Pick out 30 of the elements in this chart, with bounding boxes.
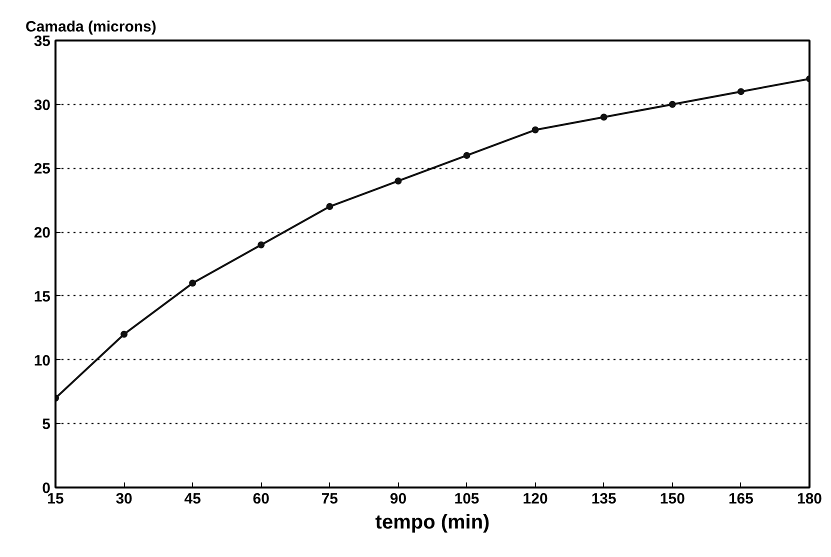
x-axis-title: tempo (min) <box>375 512 490 534</box>
point <box>189 280 196 287</box>
x-tick-label: 165 <box>728 490 754 508</box>
x-tick-label: 75 <box>321 490 338 508</box>
point <box>600 114 608 121</box>
y-tick-label: 35 <box>34 33 51 50</box>
point <box>668 100 676 108</box>
y-tick-label: 10 <box>34 352 51 370</box>
x-tick-label: 150 <box>660 490 685 508</box>
point <box>737 88 744 96</box>
y-tick-label: 20 <box>34 224 51 242</box>
x-tick-label: 105 <box>454 490 480 508</box>
x-tick-label: 45 <box>184 490 201 508</box>
point <box>394 177 402 184</box>
y-tick-label: 25 <box>34 160 51 178</box>
point <box>326 203 334 210</box>
y-tick-label: 5 <box>42 416 50 434</box>
point <box>532 126 539 134</box>
y-tick-label: 30 <box>34 96 51 114</box>
y-axis-title: Camada (microns) <box>26 18 156 36</box>
x-tick-label: 60 <box>252 490 270 508</box>
point <box>120 330 128 338</box>
x-tick-label: 30 <box>116 490 132 508</box>
point <box>258 241 265 248</box>
x-tick-label: 135 <box>591 490 616 508</box>
y-tick-label: 15 <box>34 288 51 306</box>
x-tick-label: 120 <box>522 490 548 508</box>
x-tick-label: 90 <box>390 490 407 508</box>
x-tick-label: 180 <box>796 490 822 508</box>
point <box>463 152 470 159</box>
